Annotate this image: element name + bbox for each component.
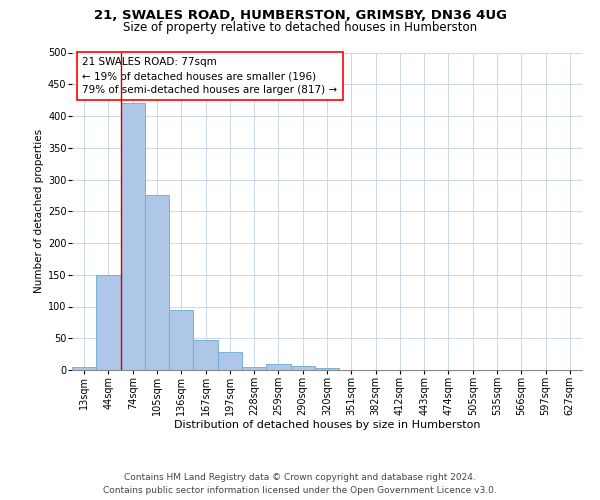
Bar <box>242 367 266 370</box>
Text: 21, SWALES ROAD, HUMBERSTON, GRIMSBY, DN36 4UG: 21, SWALES ROAD, HUMBERSTON, GRIMSBY, DN… <box>94 9 506 22</box>
Bar <box>193 340 218 370</box>
Text: Contains HM Land Registry data © Crown copyright and database right 2024.
Contai: Contains HM Land Registry data © Crown c… <box>103 474 497 495</box>
Y-axis label: Number of detached properties: Number of detached properties <box>34 129 44 294</box>
Bar <box>315 368 339 370</box>
Bar <box>266 364 290 370</box>
X-axis label: Distribution of detached houses by size in Humberston: Distribution of detached houses by size … <box>174 420 480 430</box>
Bar <box>96 275 121 370</box>
Text: Size of property relative to detached houses in Humberston: Size of property relative to detached ho… <box>123 22 477 35</box>
Bar <box>218 352 242 370</box>
Bar <box>121 104 145 370</box>
Bar <box>290 366 315 370</box>
Text: 21 SWALES ROAD: 77sqm
← 19% of detached houses are smaller (196)
79% of semi-det: 21 SWALES ROAD: 77sqm ← 19% of detached … <box>82 58 337 96</box>
Bar <box>72 367 96 370</box>
Bar <box>169 310 193 370</box>
Bar <box>145 196 169 370</box>
